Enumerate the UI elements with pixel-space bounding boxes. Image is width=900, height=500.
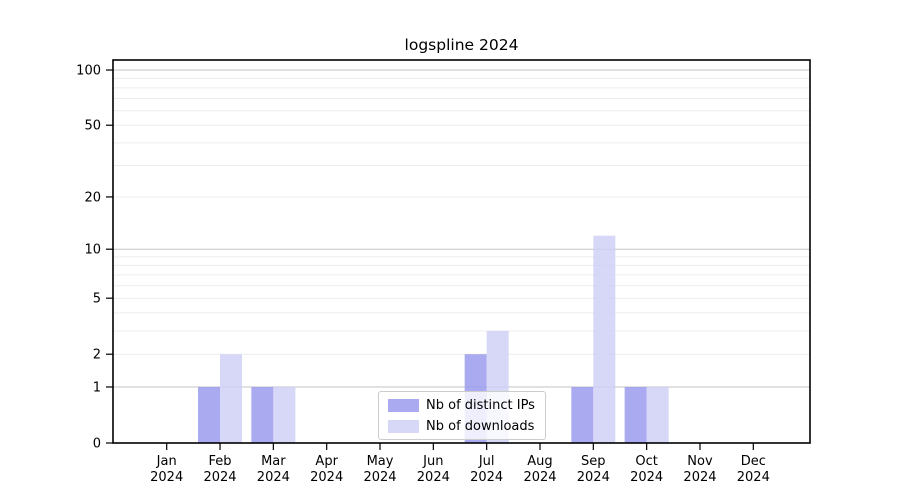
x-tick-label-month: May (367, 454, 394, 469)
x-tick-label-month: Apr (315, 454, 338, 469)
y-tick-label: 5 (93, 292, 101, 307)
y-tick-label: 100 (76, 64, 101, 79)
chart-title: logspline 2024 (404, 36, 519, 54)
x-tick-label-month: Nov (687, 454, 713, 469)
x-tick-label-month: Oct (635, 454, 657, 469)
x-tick-label-year: 2024 (417, 470, 450, 485)
x-tick-label-year: 2024 (737, 470, 770, 485)
x-tick-label-month: Jan (156, 454, 177, 469)
y-tick-label: 50 (84, 119, 101, 134)
bar-downloads-sep (593, 235, 616, 443)
x-tick-label-year: 2024 (683, 470, 716, 485)
x-tick-label-month: Jul (478, 454, 495, 469)
x-tick-label-year: 2024 (523, 470, 556, 485)
y-tick-label: 2 (93, 348, 101, 363)
legend-label-distinct-ips: Nb of distinct IPs (426, 398, 535, 413)
bar-ips-feb (198, 386, 221, 443)
plot-border (112, 59, 811, 444)
x-tick-label-month: Jun (422, 454, 443, 469)
x-tick-label-month: Sep (581, 454, 606, 469)
bar-ips-mar (251, 386, 274, 443)
legend-item-distinct-ips: Nb of distinct IPs (388, 399, 535, 412)
x-tick-label-year: 2024 (577, 470, 610, 485)
x-tick-label-month: Aug (527, 454, 552, 469)
x-tick-label-year: 2024 (310, 470, 343, 485)
downloads-swatch-icon (388, 420, 419, 433)
y-tick-label: 1 (93, 380, 101, 395)
x-tick-label-month: Mar (261, 454, 286, 469)
bar-ips-oct (624, 386, 647, 443)
x-tick-label-month: Dec (741, 454, 766, 469)
legend: Nb of distinct IPs Nb of downloads (378, 391, 546, 440)
bar-downloads-mar (273, 386, 296, 443)
x-tick-label-year: 2024 (470, 470, 503, 485)
x-tick-label-year: 2024 (363, 470, 396, 485)
bar-downloads-oct (646, 386, 669, 443)
legend-item-downloads: Nb of downloads (388, 420, 535, 433)
x-tick-label-year: 2024 (257, 470, 290, 485)
bar-ips-sep (571, 386, 594, 443)
x-tick-label-year: 2024 (630, 470, 663, 485)
bar-downloads-feb (220, 354, 243, 443)
y-tick-label: 0 (93, 437, 101, 452)
legend-label-downloads: Nb of downloads (426, 419, 535, 434)
x-tick-label-month: Feb (209, 454, 232, 469)
y-tick-label: 10 (84, 243, 101, 258)
y-tick-label: 20 (84, 190, 101, 205)
distinct-ips-swatch-icon (388, 399, 419, 412)
x-tick-label-year: 2024 (203, 470, 236, 485)
x-tick-label-year: 2024 (150, 470, 183, 485)
